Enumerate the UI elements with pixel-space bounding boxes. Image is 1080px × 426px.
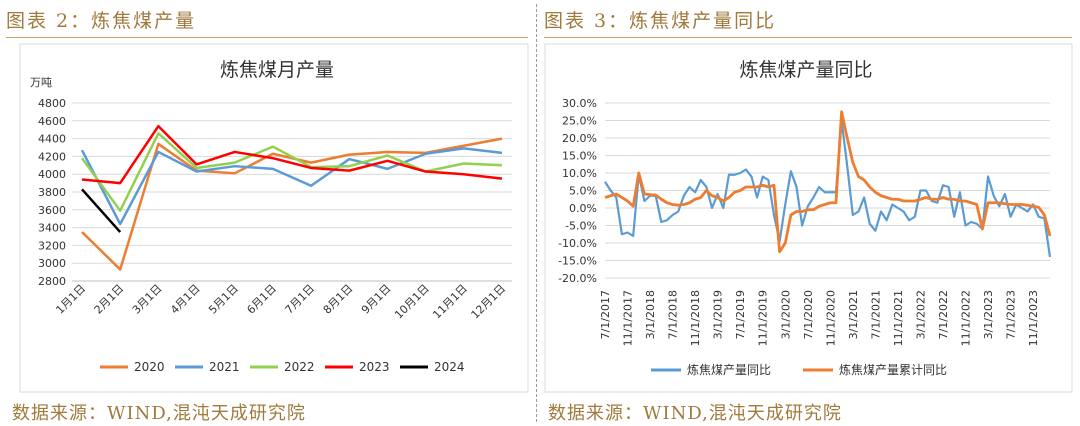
- right-x-tick-label: 3/1/2023: [982, 290, 995, 339]
- left-chart-frame: [19, 43, 529, 393]
- right-x-tick-label: 3/1/2020: [779, 290, 792, 339]
- right-x-tick-label: 3/1/2019: [712, 290, 725, 339]
- right-x-tick-label: 11/1/2018: [689, 290, 702, 346]
- left-legend-label: 2020: [134, 360, 165, 374]
- right-x-tick-label: 3/1/2022: [914, 290, 927, 339]
- right-x-tick-label: 11/1/2019: [757, 290, 770, 346]
- left-y-unit-label: 万吨: [30, 76, 52, 89]
- left-legend-label: 2023: [359, 360, 390, 374]
- left-legend-label: 2021: [209, 360, 240, 374]
- right-x-tick-label: 11/1/2023: [1027, 290, 1040, 346]
- right-x-tick-label: 11/1/2020: [824, 290, 837, 346]
- right-x-tick-label: 7/1/2021: [869, 290, 882, 339]
- right-x-tick-label: 7/1/2022: [937, 290, 950, 339]
- left-series-line-2022: [80, 132, 503, 212]
- right-x-tick-label: 11/1/2017: [622, 290, 635, 346]
- right-x-tick-label: 7/1/2018: [667, 290, 680, 339]
- right-x-tick-label: 7/1/2019: [734, 290, 747, 339]
- right-panel-title: 图表 3：炼焦煤产量同比: [544, 10, 777, 32]
- right-x-tick-label: 3/1/2018: [644, 290, 657, 339]
- left-series-line-2023: [81, 124, 503, 185]
- left-y-tick-label: 4400: [38, 133, 66, 146]
- left-y-tick-label: 4800: [38, 97, 66, 110]
- left-chart-title: 炼焦煤月产量: [220, 59, 334, 81]
- right-chart-title: 炼焦煤产量同比: [739, 59, 872, 81]
- right-series-line-1: [604, 110, 1052, 254]
- right-source-note: 数据来源：WIND,混沌天成研究院: [548, 403, 842, 424]
- left-title-rule: [6, 37, 528, 38]
- left-y-tick-label: 3400: [38, 222, 66, 235]
- left-series-line-2021: [80, 147, 503, 226]
- right-title-rule: [544, 37, 1072, 38]
- left-y-tick-label: 3200: [38, 239, 66, 252]
- right-x-tick-label: 3/1/2021: [847, 290, 860, 339]
- left-legend-label: 2024: [434, 360, 465, 374]
- left-y-tick-label: 4000: [38, 168, 66, 181]
- left-panel-title: 图表 2：炼焦煤产量: [6, 10, 197, 32]
- right-y-tick-label: 10.0%: [562, 167, 597, 180]
- right-y-tick-label: 5.0%: [569, 185, 597, 198]
- left-series-line-2024: [81, 188, 122, 233]
- right-x-tick-label: 7/1/2017: [599, 290, 612, 339]
- left-source-note: 数据来源：WIND,混沌天成研究院: [12, 403, 306, 424]
- right-x-tick-label: 11/1/2022: [960, 290, 973, 346]
- left-legend-label: 2022: [284, 360, 315, 374]
- left-y-tick-label: 2800: [38, 275, 66, 288]
- right-y-tick-label: 20.0%: [562, 132, 597, 145]
- right-y-tick-label: -10.0%: [558, 237, 597, 250]
- right-legend-label: 炼焦煤产量同比: [687, 362, 771, 377]
- left-y-tick-label: 4200: [38, 150, 66, 163]
- right-y-tick-label: 30.0%: [562, 97, 597, 110]
- right-y-tick-label: 25.0%: [562, 115, 597, 128]
- right-y-tick-label: -20.0%: [558, 272, 597, 285]
- right-series-line-0: [604, 119, 1052, 258]
- right-y-tick-label: 15.0%: [562, 150, 597, 163]
- right-y-tick-label: -5.0%: [565, 220, 597, 233]
- left-y-tick-label: 3000: [38, 257, 66, 270]
- panel-divider: [536, 4, 537, 422]
- left-y-tick-label: 3600: [38, 204, 66, 217]
- left-y-tick-label: 4600: [38, 115, 66, 128]
- right-x-tick-label: 7/1/2023: [1005, 290, 1018, 339]
- right-legend-label: 炼焦煤产量累计同比: [839, 362, 947, 377]
- right-y-tick-label: -15.0%: [558, 255, 597, 268]
- right-x-tick-label: 7/1/2020: [802, 290, 815, 339]
- right-x-tick-label: 11/1/2021: [892, 290, 905, 346]
- left-y-tick-label: 3800: [38, 186, 66, 199]
- right-y-tick-label: 0.0%: [569, 202, 597, 215]
